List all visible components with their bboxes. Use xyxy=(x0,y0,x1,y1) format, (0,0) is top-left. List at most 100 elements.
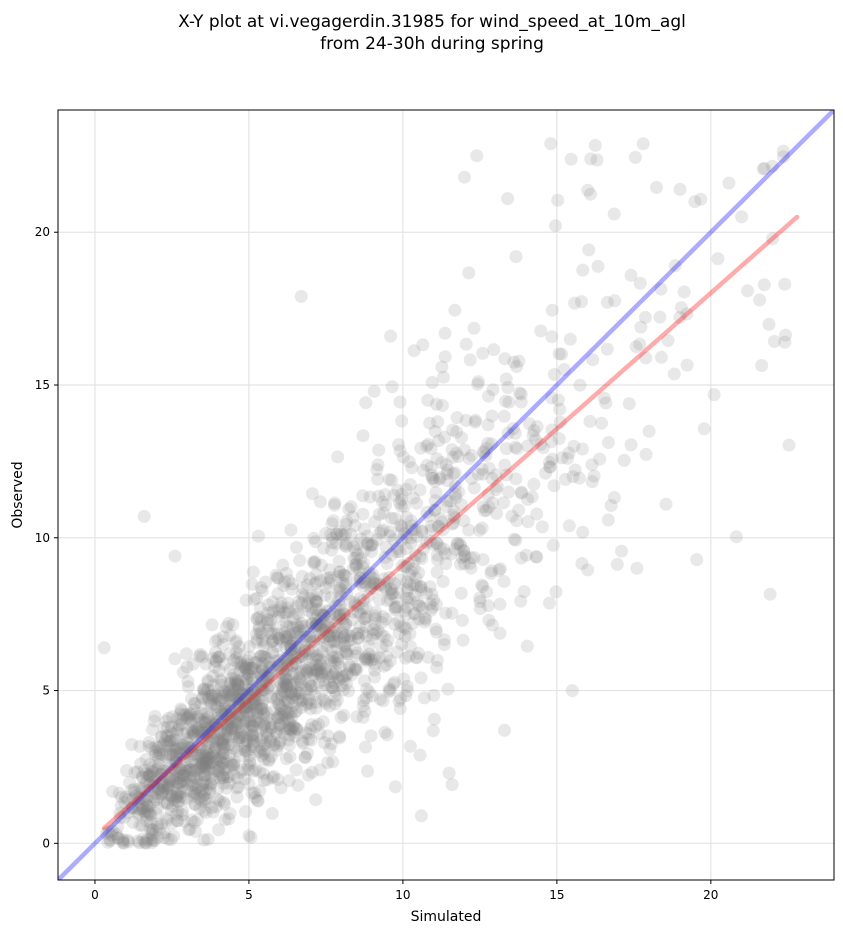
data-point xyxy=(418,615,432,629)
data-point xyxy=(399,607,413,621)
data-point xyxy=(176,804,190,818)
data-point xyxy=(213,794,226,808)
data-point xyxy=(283,721,296,735)
data-point xyxy=(137,509,151,523)
data-point xyxy=(420,439,434,453)
data-point xyxy=(223,647,237,661)
data-point xyxy=(439,606,453,620)
data-point xyxy=(237,700,251,714)
data-point xyxy=(328,634,342,648)
data-point xyxy=(194,706,208,720)
data-point xyxy=(313,662,327,676)
data-point xyxy=(411,595,424,609)
data-point xyxy=(284,523,298,537)
data-point xyxy=(447,508,461,522)
data-point xyxy=(316,715,330,729)
data-point xyxy=(372,489,386,503)
data-point xyxy=(214,713,227,727)
data-point xyxy=(356,594,370,607)
data-point xyxy=(187,789,201,803)
data-point xyxy=(232,693,246,707)
data-point xyxy=(281,693,295,707)
data-point xyxy=(184,775,198,789)
data-point xyxy=(431,548,444,562)
data-point xyxy=(177,768,191,782)
data-point xyxy=(382,685,396,698)
data-point xyxy=(203,751,217,765)
data-point xyxy=(216,707,230,721)
data-point xyxy=(349,663,363,677)
data-point xyxy=(218,696,232,710)
data-point xyxy=(304,663,318,676)
data-point xyxy=(242,668,256,682)
data-point xyxy=(173,707,187,721)
data-point xyxy=(161,778,175,792)
data-point xyxy=(195,715,209,729)
data-point xyxy=(282,574,296,588)
data-point xyxy=(446,516,460,530)
data-point xyxy=(162,779,176,793)
data-point xyxy=(271,610,285,624)
data-point xyxy=(264,660,278,674)
data-point xyxy=(372,507,386,521)
data-point xyxy=(215,707,229,720)
data-point xyxy=(290,600,304,614)
data-point xyxy=(232,731,246,745)
data-point xyxy=(383,593,397,607)
data-point xyxy=(172,776,186,790)
data-point xyxy=(364,729,378,743)
data-point xyxy=(191,748,205,762)
data-point xyxy=(187,764,201,778)
data-point xyxy=(253,650,267,664)
data-point xyxy=(196,748,209,761)
data-point xyxy=(384,583,398,596)
data-point xyxy=(155,775,169,789)
data-point xyxy=(331,629,345,643)
data-point xyxy=(357,674,371,688)
data-point xyxy=(235,686,249,700)
data-point xyxy=(226,758,240,772)
data-point xyxy=(191,781,205,795)
data-point xyxy=(199,722,213,735)
data-point xyxy=(176,779,190,793)
data-point xyxy=(239,697,253,711)
data-point xyxy=(290,629,304,643)
data-point xyxy=(519,548,533,562)
data-point xyxy=(361,764,374,778)
data-point xyxy=(765,159,779,173)
data-point xyxy=(216,737,230,751)
data-point xyxy=(482,461,496,475)
data-point xyxy=(544,435,558,449)
data-point xyxy=(187,703,201,717)
data-point xyxy=(465,472,478,485)
data-point xyxy=(279,673,293,686)
data-point xyxy=(184,723,198,736)
data-point xyxy=(440,494,454,508)
data-point xyxy=(485,437,498,451)
data-point xyxy=(392,694,406,708)
data-point xyxy=(145,764,159,778)
data-point xyxy=(160,811,173,825)
data-point xyxy=(280,566,293,580)
data-point xyxy=(282,628,296,642)
data-point xyxy=(165,789,179,803)
data-point xyxy=(310,664,324,678)
data-point xyxy=(305,765,319,779)
data-point xyxy=(228,721,242,735)
data-point xyxy=(217,740,231,754)
data-point xyxy=(333,581,346,595)
data-point xyxy=(243,706,257,720)
data-point xyxy=(290,722,304,736)
data-point xyxy=(735,210,749,224)
data-point xyxy=(277,651,291,665)
data-point xyxy=(389,591,403,604)
data-point xyxy=(367,384,381,398)
data-point xyxy=(392,626,406,640)
data-point xyxy=(209,655,223,668)
data-point xyxy=(219,708,233,722)
data-point xyxy=(131,790,145,804)
data-point xyxy=(262,656,276,670)
data-point xyxy=(187,786,201,800)
data-point xyxy=(265,691,279,704)
data-point xyxy=(246,696,260,710)
